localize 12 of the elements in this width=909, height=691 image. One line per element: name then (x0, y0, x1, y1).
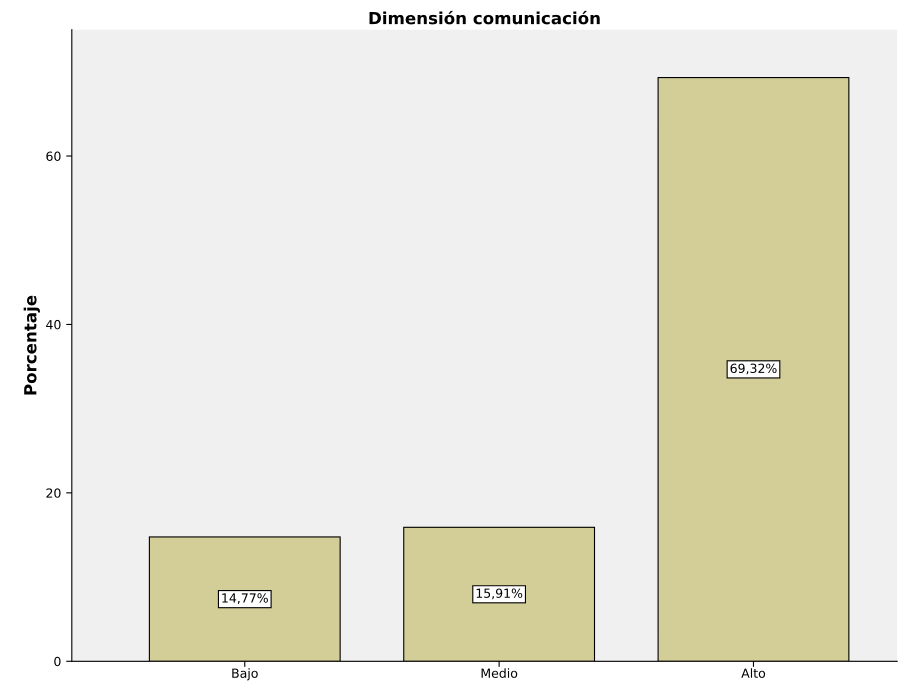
x-tick-label: Medio (482, 668, 518, 678)
y-axis-title: Porcentaje (24, 296, 40, 395)
data-label: 15,91% (476, 588, 522, 600)
y-tick-label: 0 (54, 656, 61, 666)
x-tick-label: Bajo (232, 668, 258, 680)
x-tick-label: Alto (741, 668, 766, 678)
y-tick-label: 20 (46, 488, 61, 498)
chart-title: Dimensión comunicación (370, 10, 600, 24)
y-tick-label: 60 (46, 152, 61, 161)
y-tick-label: 40 (46, 320, 61, 330)
data-label: 69,32% (730, 364, 777, 374)
data-label: 14,77% (222, 593, 268, 604)
